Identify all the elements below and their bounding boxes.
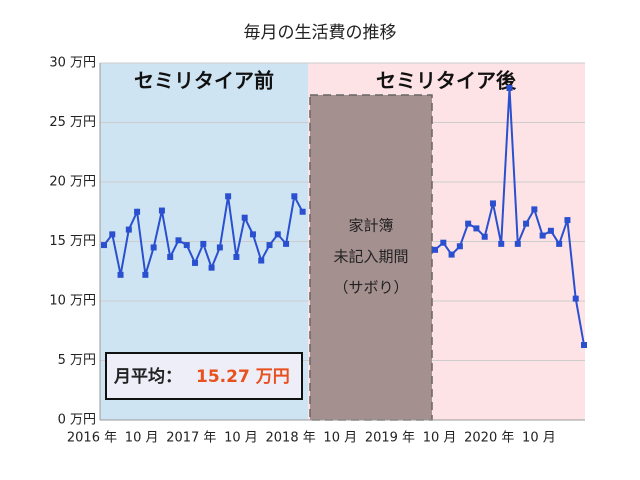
- x-tick-label: 2017 年: [166, 431, 216, 446]
- data-point: [291, 193, 298, 200]
- data-point: [448, 251, 455, 258]
- data-point: [274, 231, 281, 238]
- annotation: （サボり）: [333, 279, 408, 297]
- data-point: [208, 264, 215, 271]
- data-point: [523, 220, 530, 227]
- data-point: [142, 271, 149, 278]
- x-tick-label: 2016 年: [67, 431, 117, 446]
- annotation: セミリタイア後: [376, 69, 517, 93]
- data-point: [167, 253, 174, 260]
- data-point: [432, 246, 439, 253]
- data-point: [547, 227, 554, 234]
- average-box: [105, 352, 303, 400]
- x-tick-label: 10 月: [323, 431, 357, 446]
- data-point: [249, 231, 256, 238]
- data-point: [109, 231, 116, 238]
- data-point: [101, 242, 107, 249]
- y-tick-label: 30 万円: [49, 56, 96, 71]
- annotation: 15.27 万円: [196, 367, 290, 387]
- data-point: [266, 242, 273, 249]
- data-point: [473, 225, 480, 232]
- annotation: セミリタイア前: [134, 69, 274, 93]
- data-point: [465, 220, 472, 227]
- data-point: [440, 239, 447, 246]
- data-point: [564, 217, 571, 224]
- data-point: [183, 242, 190, 249]
- y-tick-label: 0 万円: [58, 413, 96, 428]
- y-tick-label: 15 万円: [49, 234, 96, 249]
- data-point: [134, 208, 141, 215]
- data-point: [299, 208, 306, 215]
- annotation: 月平均：: [113, 366, 182, 387]
- data-point: [531, 206, 538, 213]
- y-tick-label: 5 万円: [58, 353, 96, 368]
- data-point: [192, 259, 199, 266]
- data-point: [489, 200, 496, 207]
- data-point: [200, 240, 207, 247]
- data-point: [572, 295, 579, 302]
- x-tick-label: 10 月: [125, 431, 159, 446]
- x-tick-label: 2020 年: [464, 431, 514, 446]
- chart-title: 毎月の生活費の推移: [244, 23, 397, 43]
- data-point: [498, 240, 505, 247]
- data-point: [117, 271, 124, 278]
- y-tick-label: 20 万円: [49, 175, 96, 190]
- data-point: [258, 257, 265, 264]
- x-tick-label: 2018 年: [266, 431, 316, 446]
- x-tick-label: 10 月: [522, 431, 556, 446]
- data-point: [506, 84, 513, 91]
- data-point: [556, 240, 563, 247]
- data-point: [481, 233, 488, 240]
- data-point: [150, 244, 157, 251]
- data-point: [456, 243, 463, 250]
- x-tick-label: 2019 年: [365, 431, 415, 446]
- y-tick-label: 25 万円: [49, 115, 96, 130]
- x-tick-label: 10 月: [224, 431, 258, 446]
- x-tick-label: 10 月: [423, 431, 457, 446]
- annotation: 未記入期間: [333, 248, 408, 266]
- data-point: [233, 253, 240, 260]
- y-tick-label: 10 万円: [49, 294, 96, 309]
- data-point: [514, 240, 521, 247]
- annotation: 家計簿: [348, 217, 393, 235]
- data-point: [225, 193, 232, 200]
- data-point: [241, 214, 248, 221]
- data-point: [175, 237, 182, 244]
- data-point: [539, 232, 546, 239]
- data-point: [283, 240, 290, 247]
- data-point: [581, 342, 587, 349]
- data-point: [125, 226, 132, 233]
- data-point: [216, 244, 223, 251]
- data-point: [158, 207, 165, 214]
